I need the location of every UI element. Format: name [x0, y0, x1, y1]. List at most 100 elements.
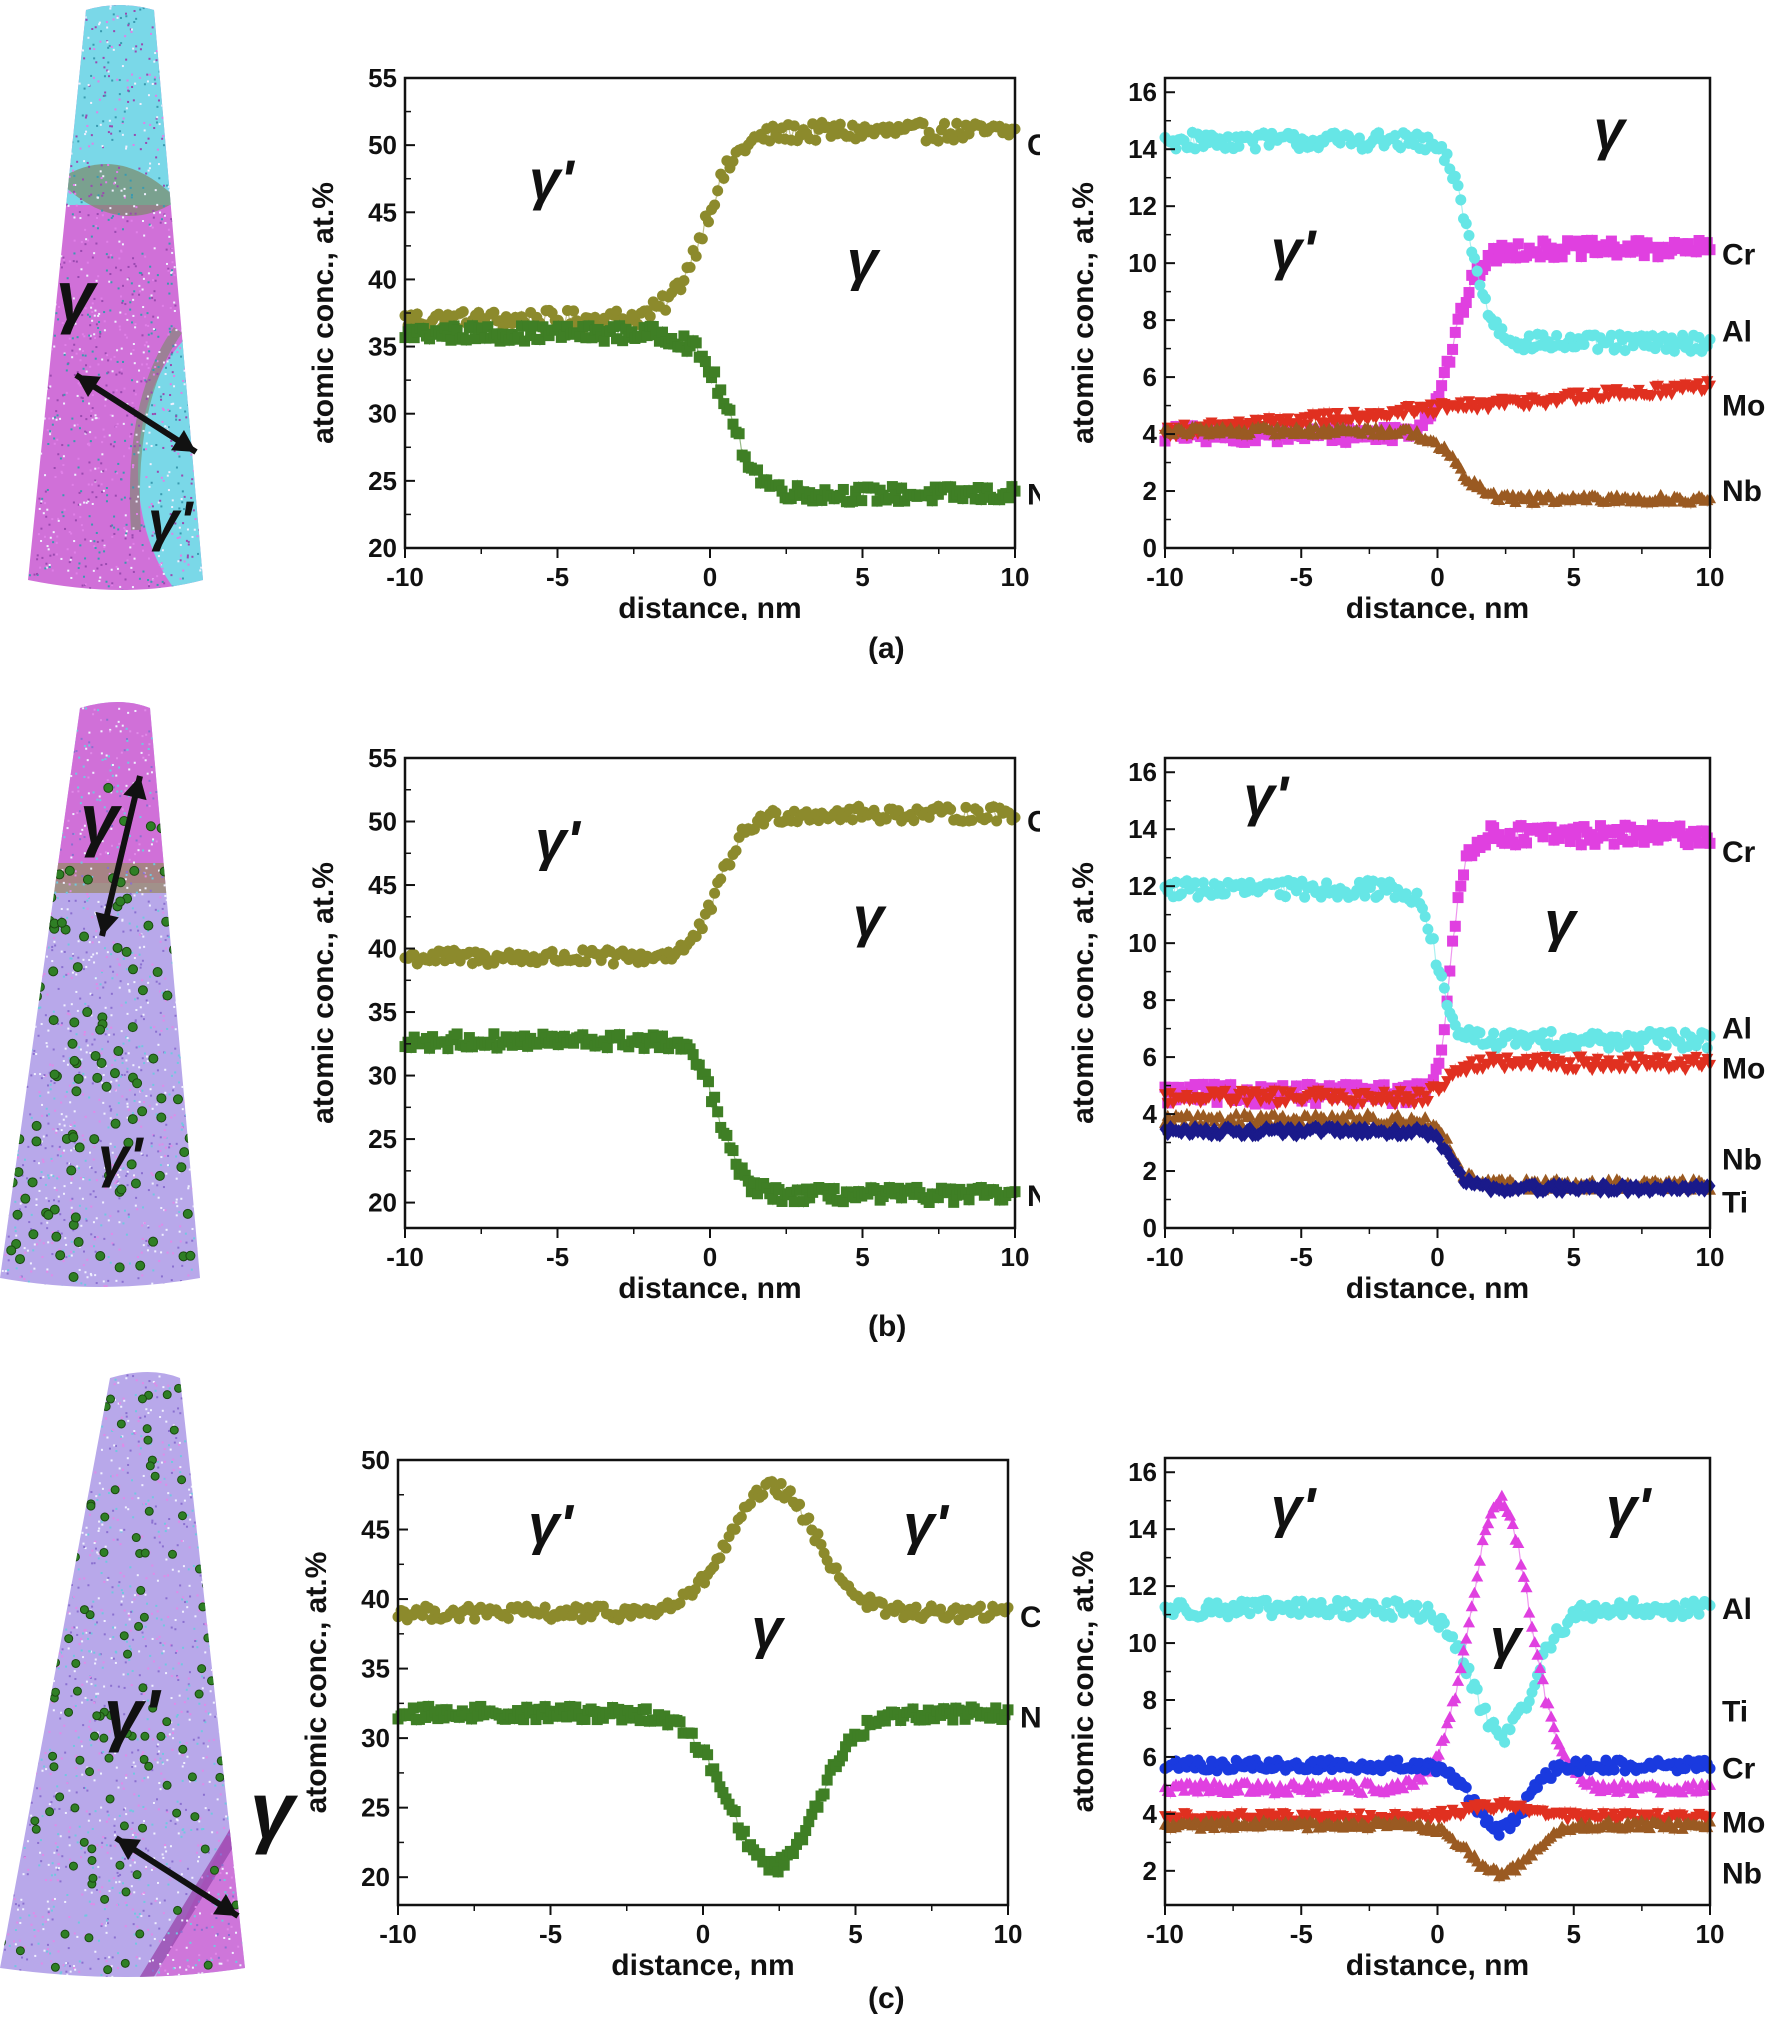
data-point [951, 117, 963, 129]
data-point [687, 1049, 699, 1061]
data-point [491, 328, 503, 340]
data-point [660, 304, 672, 316]
data-point [1674, 820, 1686, 832]
x-tick-label: 5 [855, 1242, 869, 1272]
data-point [1452, 892, 1464, 904]
data-point [1474, 279, 1486, 291]
data-point [1690, 246, 1702, 258]
data-point [424, 1042, 436, 1054]
data-point [611, 333, 623, 345]
data-point [1425, 410, 1437, 422]
series-ni [399, 319, 1021, 508]
data-point [494, 335, 506, 347]
data-point [699, 356, 711, 368]
data-point [641, 330, 653, 342]
data-point [1419, 1123, 1431, 1138]
data-point [797, 1196, 809, 1208]
data-point [564, 1700, 576, 1712]
data-point [834, 489, 846, 501]
data-point [666, 332, 678, 344]
data-point [659, 1710, 671, 1722]
data-point [503, 334, 515, 346]
data-point [1284, 1087, 1298, 1099]
data-point [858, 1729, 870, 1741]
data-point [1556, 1058, 1569, 1070]
data-point [1276, 1086, 1289, 1098]
data-point [1523, 330, 1535, 342]
data-point [644, 1037, 656, 1049]
data-point [812, 1801, 824, 1813]
data-point [674, 1716, 686, 1728]
y-tick-label: 30 [368, 399, 397, 429]
data-point [635, 331, 647, 343]
y-tick-label: 30 [368, 1061, 397, 1091]
data-point [1211, 1096, 1223, 1108]
data-point [1419, 911, 1431, 923]
data-point [945, 803, 957, 815]
data-point [1323, 408, 1336, 420]
data-point [987, 1712, 999, 1724]
phase-label: γʹ [148, 489, 194, 552]
data-point [1225, 1079, 1237, 1091]
data-point [1586, 1065, 1599, 1077]
data-point [638, 1042, 650, 1054]
data-point [1345, 1108, 1358, 1120]
data-point [1449, 1156, 1461, 1171]
data-point [1403, 1080, 1415, 1092]
data-point [408, 332, 420, 344]
data-point [601, 1042, 613, 1054]
y-tick-label: 50 [361, 1445, 390, 1475]
data-point [534, 334, 546, 346]
data-point [567, 1710, 579, 1722]
data-point [761, 1182, 773, 1194]
data-point [810, 134, 822, 146]
series-co [392, 1475, 1014, 1626]
data-point [650, 1032, 662, 1044]
data-point [929, 481, 941, 493]
data-point [405, 323, 417, 335]
data-point [439, 1036, 451, 1048]
data-point [1299, 891, 1311, 903]
data-point [518, 1714, 530, 1726]
y-axis-label: atomic conc., at.% [1067, 182, 1100, 444]
data-point [981, 482, 993, 494]
data-point [614, 1029, 626, 1041]
data-point [729, 1806, 741, 1818]
data-point [453, 1711, 465, 1723]
data-point [1490, 255, 1502, 267]
data-point [678, 330, 690, 342]
x-tick-label: 5 [1567, 562, 1581, 592]
data-point [1312, 1121, 1324, 1136]
data-point [1213, 1110, 1226, 1122]
data-point [908, 815, 920, 827]
y-tick-label: 35 [361, 1654, 390, 1684]
data-point [1479, 839, 1491, 851]
data-point [803, 1816, 815, 1828]
data-point [1411, 887, 1423, 899]
data-point [1397, 410, 1410, 422]
data-point [1474, 1027, 1486, 1039]
data-point [543, 1037, 555, 1049]
data-point [699, 1068, 711, 1080]
data-point [947, 1714, 959, 1726]
data-point [1701, 237, 1713, 249]
data-point [1499, 1736, 1511, 1748]
data-point [552, 1039, 564, 1051]
data-point [922, 1704, 934, 1716]
data-point [476, 323, 488, 335]
data-point [1545, 1025, 1557, 1037]
data-point [1386, 435, 1398, 447]
x-tick-label: -5 [546, 562, 569, 592]
data-point [439, 322, 451, 334]
data-point [1280, 891, 1292, 903]
data-point [1243, 1109, 1256, 1121]
data-point [1578, 821, 1590, 833]
data-point [488, 1028, 500, 1040]
data-point [1455, 880, 1467, 892]
data-point [1463, 287, 1475, 299]
data-point [732, 1822, 744, 1834]
data-point [1569, 1064, 1582, 1076]
series-line-co [404, 805, 1016, 967]
phase-label: γʹ [903, 1492, 949, 1555]
